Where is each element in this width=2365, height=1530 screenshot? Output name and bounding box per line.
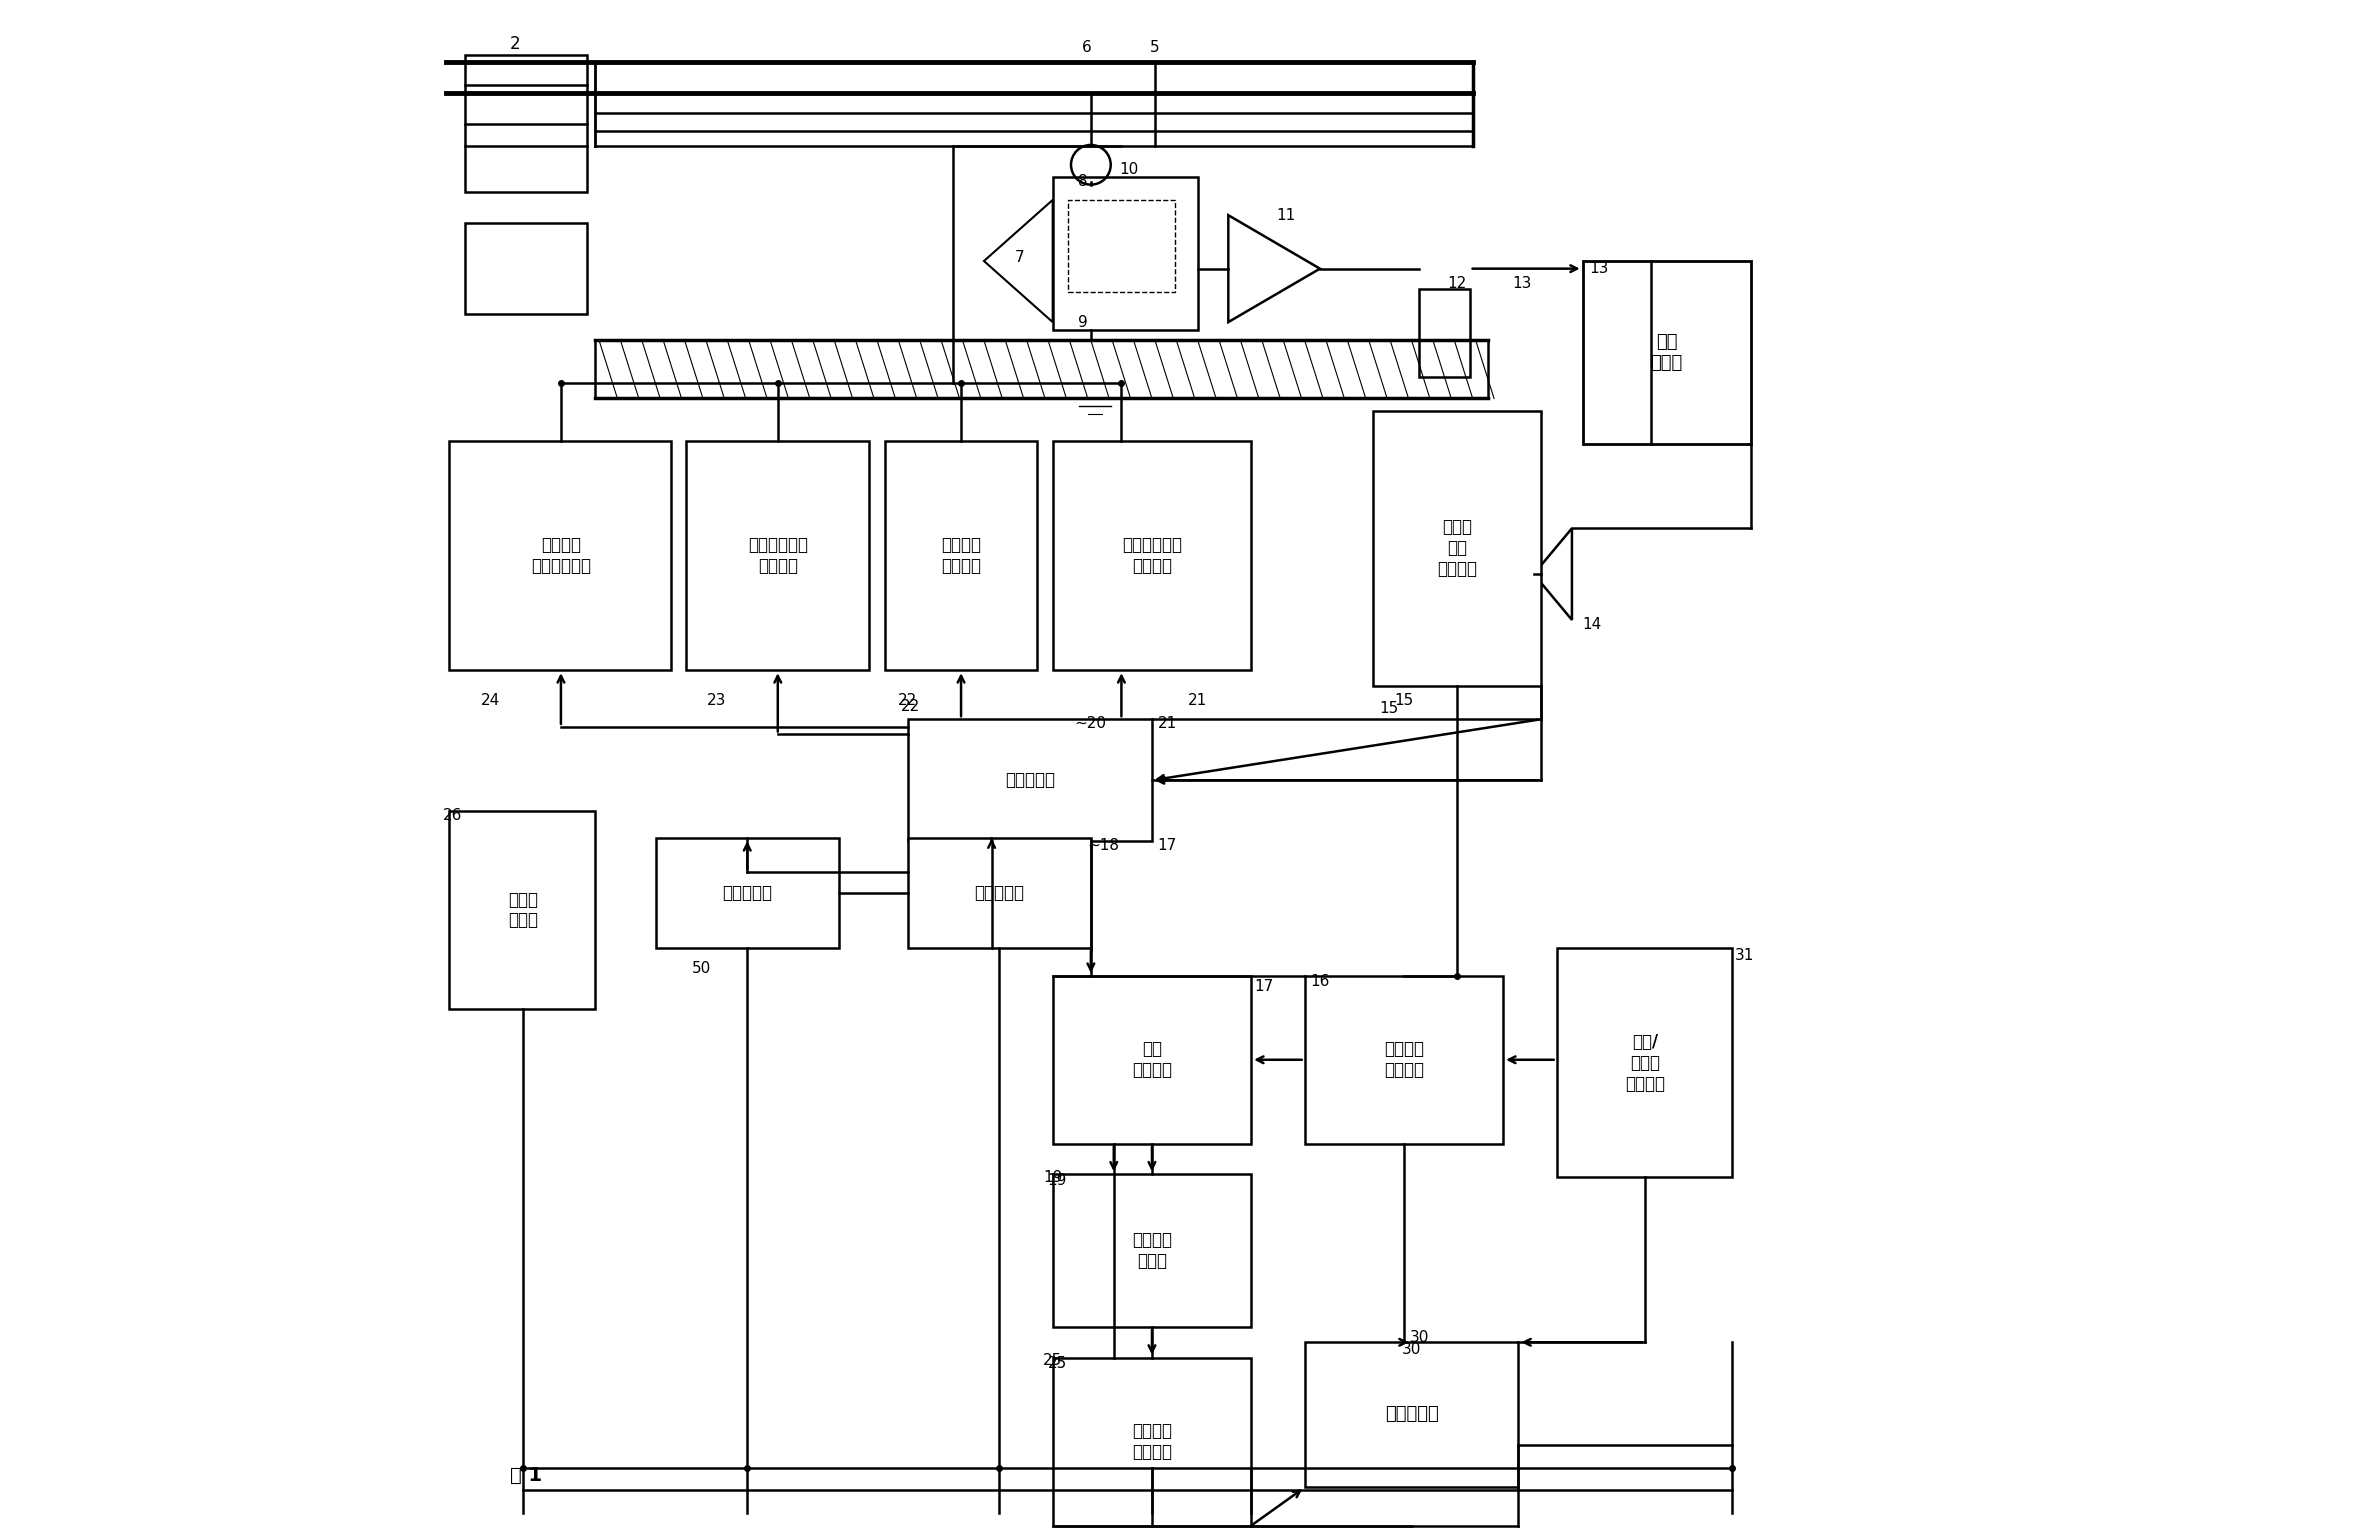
Text: 21: 21: [1156, 716, 1178, 731]
Bar: [464, 223, 587, 315]
Text: 图 1: 图 1: [511, 1466, 542, 1484]
Text: 焦距机构
控制电路: 焦距机构 控制电路: [941, 537, 981, 575]
Text: 定位误差
检测电路: 定位误差 检测电路: [1384, 1040, 1424, 1079]
Text: 15: 15: [1395, 693, 1414, 708]
Bar: [464, 55, 587, 193]
Text: 11: 11: [1277, 208, 1296, 223]
Text: 记录/
未记录
判断电路: 记录/ 未记录 判断电路: [1625, 1033, 1665, 1092]
Text: 9: 9: [1078, 315, 1088, 329]
Text: 31: 31: [1736, 949, 1755, 964]
Text: 增益调整器: 增益调整器: [974, 884, 1024, 903]
Text: 光学校正机构
控制电路: 光学校正机构 控制电路: [1121, 537, 1182, 575]
Bar: [1374, 410, 1542, 685]
Text: 系统控制器: 系统控制器: [1386, 1405, 1438, 1423]
Text: 准确定位机构
控制电路: 准确定位机构 控制电路: [747, 537, 809, 575]
Text: 16: 16: [1310, 975, 1329, 990]
Bar: [908, 719, 1152, 842]
Text: 速度
检测器: 速度 检测器: [1651, 334, 1684, 372]
Text: 19: 19: [1048, 1174, 1067, 1187]
Bar: [1582, 262, 1750, 444]
Text: 14: 14: [1582, 617, 1601, 632]
Bar: [1052, 1175, 1251, 1327]
Text: 21: 21: [1187, 693, 1209, 708]
Text: 12: 12: [1447, 277, 1466, 291]
Text: 倾斜调整
机构控制电路: 倾斜调整 机构控制电路: [530, 537, 591, 575]
Bar: [1069, 200, 1175, 292]
Bar: [655, 838, 840, 949]
Text: 30: 30: [1402, 1342, 1421, 1357]
Bar: [1305, 1342, 1518, 1487]
Text: 2: 2: [511, 35, 520, 54]
Text: 补偿控制器: 补偿控制器: [1005, 771, 1055, 789]
Text: 30: 30: [1410, 1330, 1428, 1345]
Text: 24: 24: [480, 693, 501, 708]
Bar: [1052, 177, 1197, 330]
Text: 17: 17: [1253, 979, 1272, 995]
Text: 22: 22: [899, 693, 918, 708]
Text: 13: 13: [1589, 262, 1608, 275]
Bar: [1052, 441, 1251, 670]
Text: ~20: ~20: [1074, 716, 1107, 731]
Bar: [1419, 289, 1469, 376]
Bar: [594, 341, 1488, 398]
Text: 加法
判断电路: 加法 判断电路: [1133, 1040, 1173, 1079]
Bar: [449, 441, 672, 670]
Text: 相位调整器: 相位调整器: [721, 884, 773, 903]
Bar: [686, 441, 870, 670]
Bar: [1052, 1357, 1251, 1525]
Bar: [1556, 949, 1731, 1178]
Text: 13: 13: [1511, 277, 1530, 291]
Bar: [1052, 976, 1251, 1144]
Bar: [1305, 976, 1504, 1144]
Text: 10: 10: [1119, 162, 1138, 177]
Text: 19: 19: [1043, 1170, 1062, 1184]
Text: 5: 5: [1149, 40, 1159, 55]
Text: 干扰学习
控制器: 干扰学习 控制器: [1133, 1232, 1173, 1270]
Text: 23: 23: [707, 693, 726, 708]
Text: 7: 7: [1015, 251, 1024, 266]
Bar: [908, 838, 1090, 949]
Text: 26: 26: [442, 808, 461, 823]
Text: 25: 25: [1048, 1356, 1067, 1371]
Text: 15: 15: [1379, 701, 1398, 716]
Text: 6: 6: [1081, 40, 1090, 55]
Bar: [885, 441, 1038, 670]
Text: 粗定位
机构
控制电路: 粗定位 机构 控制电路: [1438, 519, 1478, 578]
Text: 22: 22: [901, 699, 920, 715]
Text: 17: 17: [1156, 838, 1178, 854]
Text: 干扰学习
存储设备: 干扰学习 存储设备: [1133, 1423, 1173, 1461]
Text: 8: 8: [1078, 174, 1088, 190]
Text: ~18: ~18: [1088, 838, 1119, 854]
Text: 旋转角
编码器: 旋转角 编码器: [508, 890, 537, 930]
Bar: [449, 811, 594, 1010]
Text: 50: 50: [693, 961, 712, 976]
Text: 25: 25: [1043, 1353, 1062, 1368]
